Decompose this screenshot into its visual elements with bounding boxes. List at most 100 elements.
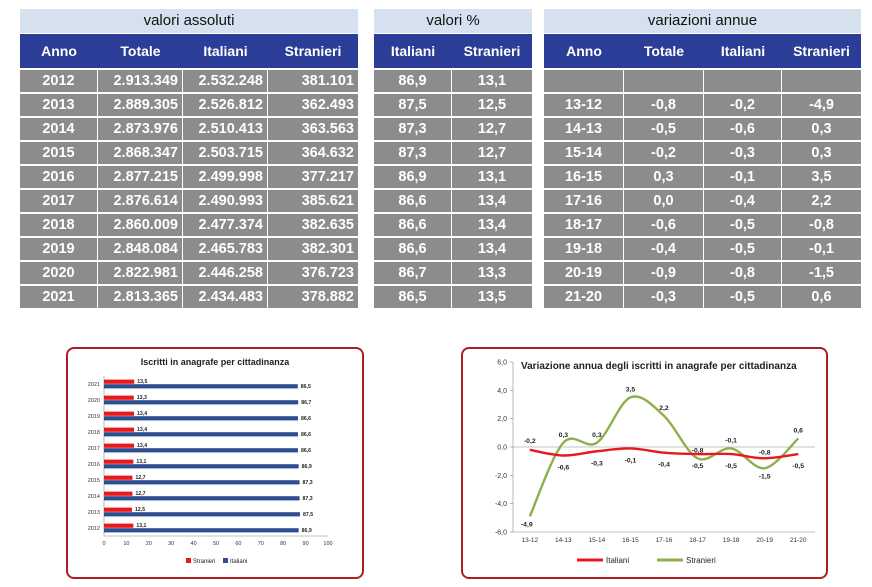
- x-tick-label: 13-12: [521, 537, 538, 544]
- data-label-italiani: -0,4: [658, 462, 670, 469]
- cell-stranieri: 363.563: [268, 118, 358, 140]
- cell-totale: 2.889.305: [98, 94, 183, 116]
- x-tick-label: 80: [280, 541, 286, 547]
- data-label-italiani: -0,2: [524, 438, 536, 445]
- cell-var-stranieri: -0,1: [782, 238, 861, 260]
- table-row: 86,6 13,4: [374, 214, 532, 236]
- data-label-italiani: 86,6: [301, 416, 311, 422]
- bar-stranieri: [104, 443, 135, 448]
- table-row: 14-13 -0,5 -0,6 0,3: [544, 118, 861, 140]
- data-label-stranieri: 0,6: [793, 428, 803, 435]
- x-tick-label: 15-14: [589, 537, 606, 544]
- cell-totale: 2.868.347: [98, 142, 183, 164]
- data-label-stranieri: 13,4: [137, 443, 147, 449]
- bar-italiani: [104, 496, 300, 501]
- bar-chart-svg: Iscritti in anagrafe per cittadinanza 0 10…: [88, 357, 333, 565]
- cell-stranieri: 382.301: [268, 238, 358, 260]
- y-tick-label: -2,0: [495, 473, 507, 480]
- y-tick-label: 2017: [88, 446, 100, 452]
- bar-italiani: [104, 480, 300, 485]
- cell-pct-stranieri: 12,5: [452, 94, 532, 116]
- legend-label-italiani: Italiani: [230, 559, 247, 565]
- x-tick-label: 19-18: [723, 537, 740, 544]
- col-italiani: Italiani: [183, 34, 268, 68]
- data-label-stranieri: -4,9: [521, 521, 533, 528]
- legend-swatch-stranieri: [186, 558, 191, 563]
- bar-chart-iscritti: Iscritti in anagrafe per cittadinanza 0 10…: [66, 347, 364, 579]
- cell-var-anno: [544, 70, 624, 92]
- cell-pct-stranieri: 12,7: [452, 118, 532, 140]
- legend-label-italiani: Italiani: [606, 556, 629, 565]
- cell-var-anno: 21-20: [544, 286, 624, 308]
- header-valori-assoluti: valori assoluti: [20, 9, 358, 33]
- table-row: 2016 2.877.215 2.499.998 377.217: [20, 166, 358, 188]
- x-tick-label: 40: [191, 541, 197, 547]
- cell-stranieri: 377.217: [268, 166, 358, 188]
- cell-pct-stranieri: 13,4: [452, 214, 532, 236]
- legend-swatch-italiani: [223, 558, 228, 563]
- cell-var-totale: -0,6: [624, 214, 704, 236]
- cell-pct-italiani: 87,5: [374, 94, 452, 116]
- table-valori-percentuali: Italiani Stranieri 86,9 13,1 87,5 12,5 87,3 1…: [374, 32, 532, 310]
- data-label-stranieri: 12,7: [135, 475, 145, 481]
- cell-italiani: 2.532.248: [183, 70, 268, 92]
- y-tick-label: 4,0: [497, 388, 507, 395]
- cell-var-anno: 18-17: [544, 214, 624, 236]
- cell-pct-italiani: 86,7: [374, 262, 452, 284]
- bar-stranieri: [104, 395, 134, 400]
- cell-pct-italiani: 86,6: [374, 190, 452, 212]
- cell-var-totale: -0,4: [624, 238, 704, 260]
- x-tick-label: 21-20: [790, 537, 807, 544]
- table-row: [544, 70, 861, 92]
- table-row: 86,6 13,4: [374, 238, 532, 260]
- data-label-stranieri: -0,8: [692, 447, 704, 454]
- y-tick-label: 2013: [88, 510, 100, 516]
- cell-anno: 2015: [20, 142, 98, 164]
- cell-stranieri: 385.621: [268, 190, 358, 212]
- cell-var-totale: -0,5: [624, 118, 704, 140]
- cell-var-italiani: -0,3: [704, 142, 782, 164]
- data-label-stranieri: 13,5: [137, 379, 147, 385]
- table-row: 2021 2.813.365 2.434.483 378.882: [20, 286, 358, 308]
- x-tick-label: 90: [303, 541, 309, 547]
- y-tick-label: 2015: [88, 478, 100, 484]
- table-row: 2014 2.873.976 2.510.413 363.563: [20, 118, 358, 140]
- cell-italiani: 2.503.715: [183, 142, 268, 164]
- bar-italiani: [104, 528, 299, 533]
- data-label-stranieri: -0,1: [725, 437, 737, 444]
- data-label-italiani: 86,9: [302, 528, 312, 534]
- table-row: 87,5 12,5: [374, 94, 532, 116]
- cell-stranieri: 382.635: [268, 214, 358, 236]
- data-label-stranieri: 13,4: [137, 411, 147, 417]
- bar-italiani: [104, 464, 299, 469]
- y-tick-label: 2021: [88, 382, 100, 388]
- col-var-anno: Anno: [544, 34, 624, 68]
- cell-stranieri: 381.101: [268, 70, 358, 92]
- cell-pct-italiani: 86,9: [374, 70, 452, 92]
- cell-var-stranieri: -4,9: [782, 94, 861, 116]
- cell-var-anno: 17-16: [544, 190, 624, 212]
- data-label-stranieri: 13,1: [136, 459, 146, 465]
- cell-anno: 2014: [20, 118, 98, 140]
- cell-var-italiani: [704, 70, 782, 92]
- cell-var-totale: -0,8: [624, 94, 704, 116]
- col-stranieri: Stranieri: [268, 34, 358, 68]
- cell-var-stranieri: 3,5: [782, 166, 861, 188]
- x-tick-label: 20-19: [756, 537, 773, 544]
- data-label-italiani: -0,5: [692, 463, 704, 470]
- cell-italiani: 2.477.374: [183, 214, 268, 236]
- col-var-italiani: Italiani: [704, 34, 782, 68]
- bar-stranieri: [104, 507, 132, 512]
- cell-pct-stranieri: 13,4: [452, 238, 532, 260]
- table-row: 87,3 12,7: [374, 142, 532, 164]
- line-chart-svg: Variazione annua degli iscritti in anagr…: [495, 360, 815, 565]
- data-label-stranieri: 12,5: [135, 507, 145, 513]
- bar-italiani: [104, 448, 298, 453]
- cell-pct-stranieri: 13,1: [452, 70, 532, 92]
- cell-pct-stranieri: 13,1: [452, 166, 532, 188]
- data-label-stranieri: 13,4: [137, 427, 147, 433]
- table-row: 21-20 -0,3 -0,5 0,6: [544, 286, 861, 308]
- cell-var-italiani: -0,5: [704, 214, 782, 236]
- table-row: 2013 2.889.305 2.526.812 362.493: [20, 94, 358, 116]
- x-tick-label: 10: [123, 541, 129, 547]
